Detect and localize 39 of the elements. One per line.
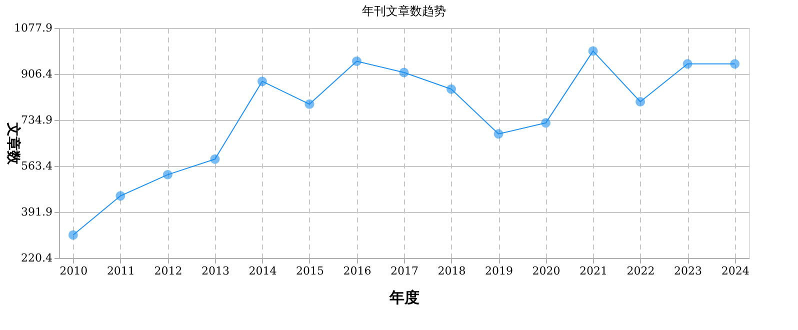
x-tick-label: 2023 bbox=[674, 264, 702, 278]
x-tick-label: 2022 bbox=[626, 264, 655, 278]
x-tick-label: 2011 bbox=[106, 264, 135, 278]
x-tick-label: 2020 bbox=[532, 264, 560, 278]
chart-title: 年刊文章数趋势 bbox=[362, 4, 446, 18]
y-tick-label: 391.9 bbox=[21, 206, 52, 218]
point bbox=[304, 99, 314, 109]
x-tick-label: 2012 bbox=[154, 264, 182, 278]
y-tick-label: 734.9 bbox=[21, 114, 52, 126]
point bbox=[210, 154, 220, 164]
point bbox=[541, 118, 551, 128]
x-tick-label: 2014 bbox=[248, 264, 277, 278]
x-tick-label: 2013 bbox=[201, 264, 230, 278]
x-tick-label: 2021 bbox=[580, 264, 608, 278]
point bbox=[730, 59, 740, 69]
x-axis-title: 年度 bbox=[388, 288, 420, 306]
x-tick-label: 2016 bbox=[343, 264, 372, 278]
x-tick-label: 2019 bbox=[485, 264, 514, 278]
point bbox=[257, 76, 267, 86]
point bbox=[682, 59, 692, 69]
x-tick-label: 2018 bbox=[438, 264, 466, 278]
x-tick-label: 2010 bbox=[60, 264, 88, 278]
point bbox=[446, 84, 456, 94]
y-tick-label: 906.4 bbox=[21, 68, 52, 80]
x-tick-label: 2024 bbox=[721, 264, 750, 278]
x-tick-label: 2017 bbox=[390, 264, 418, 278]
point bbox=[588, 46, 598, 56]
y-tick-label: 563.4 bbox=[21, 160, 52, 172]
point bbox=[68, 230, 78, 240]
point bbox=[494, 129, 504, 139]
point bbox=[636, 97, 646, 106]
x-tick-label: 2015 bbox=[296, 264, 324, 278]
point bbox=[162, 170, 172, 180]
y-tick-label: 220.4 bbox=[21, 252, 52, 264]
point bbox=[352, 56, 362, 66]
y-tick-label: 1077.9 bbox=[14, 22, 52, 34]
point bbox=[116, 191, 126, 201]
point bbox=[399, 68, 409, 78]
y-axis-title: 文章数 bbox=[5, 122, 22, 166]
